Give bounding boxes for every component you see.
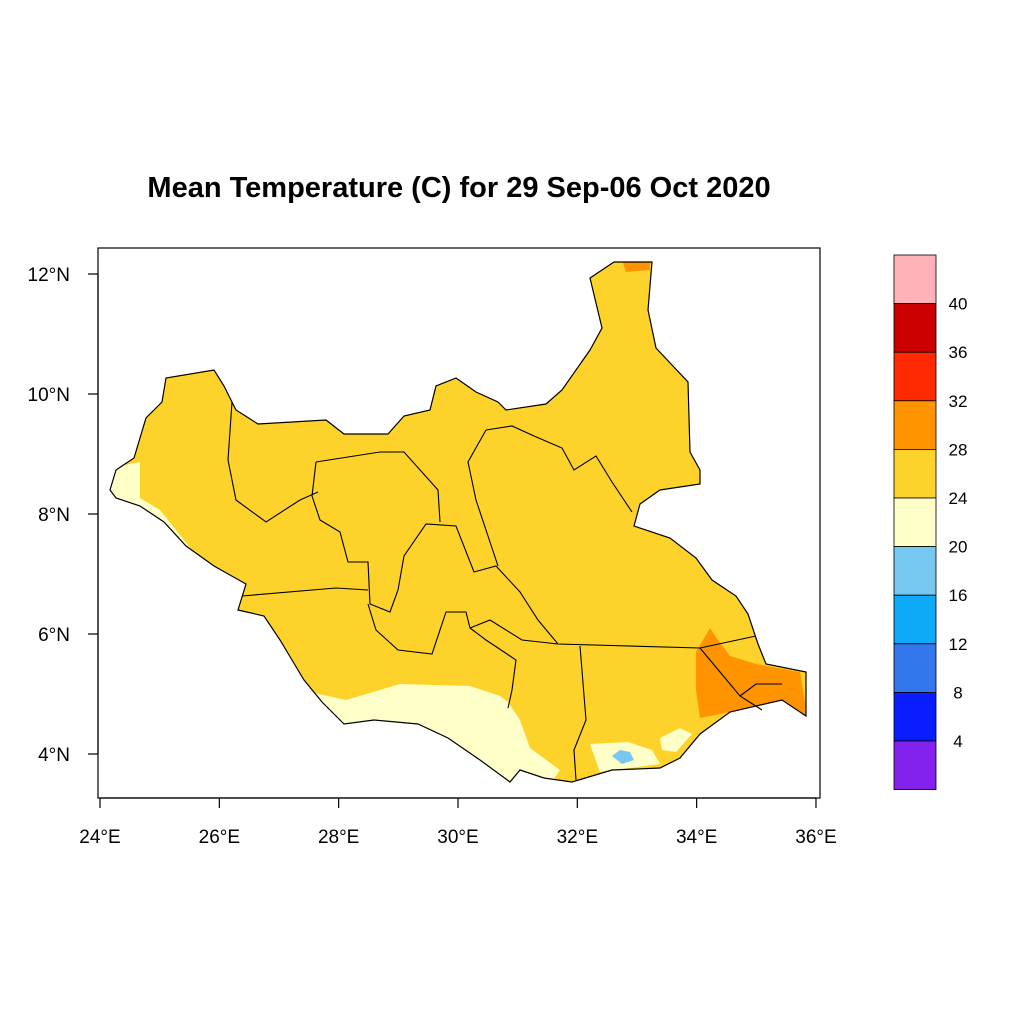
colorbar-label: 28 [949,440,968,459]
colorbar-label: 12 [949,635,968,654]
colorbar-label: 16 [949,586,968,605]
colorbar-swatch [893,448,937,499]
x-tick-label: 24°E [79,827,120,848]
temperature-20-24-region-east [660,728,692,752]
map-title: Mean Temperature (C) for 29 Sep-06 Oct 2… [147,172,771,204]
x-tick-label: 26°E [199,827,240,848]
colorbar-label: 4 [953,732,962,751]
colorbar-label: 24 [949,489,968,508]
colorbar-swatch [893,351,937,402]
temperature-28-32-region-east [696,628,806,720]
colorbar-swatch [893,740,937,790]
x-tick-label: 34°E [676,827,717,848]
x-tick-label: 28°E [318,827,359,848]
y-tick-label: 8°N [38,505,70,526]
temperature-28-32-region-north [622,262,650,272]
temperature-field [110,262,806,782]
x-tick-label: 30°E [437,827,478,848]
colorbar-label: 32 [949,392,968,411]
colorbar-label: 20 [949,538,968,557]
x-tick-label: 36°E [795,827,836,848]
country-border [109,261,807,783]
x-tick-label: 32°E [557,827,598,848]
colorbar-swatch [893,254,937,304]
temperature-16-20-spot [612,750,634,764]
y-tick-label: 6°N [38,625,70,646]
colorbar-swatch [893,692,937,742]
colorbar-label: 8 [953,683,962,702]
state-boundaries [227,401,782,781]
colorbar-label: 40 [949,295,968,314]
y-axis: 12°N 10°N 8°N 6°N 4°N [28,265,99,766]
colorbar-swatch [893,546,937,596]
colorbar-swatch [893,594,937,645]
colorbar-label: 36 [949,343,968,362]
colorbar-swatch [893,643,937,693]
colorbar-swatch [893,303,937,353]
y-tick-label: 4°N [38,745,70,766]
colorbar-swatch [893,400,937,450]
y-tick-label: 12°N [28,265,70,286]
x-axis: 24°E 26°E 28°E 30°E 32°E 34°E 36°E [79,797,837,848]
colorbar-legend: 40 36 32 28 24 20 16 12 8 4 [893,254,968,790]
colorbar-swatch [893,497,937,547]
y-tick-label: 10°N [28,385,70,406]
